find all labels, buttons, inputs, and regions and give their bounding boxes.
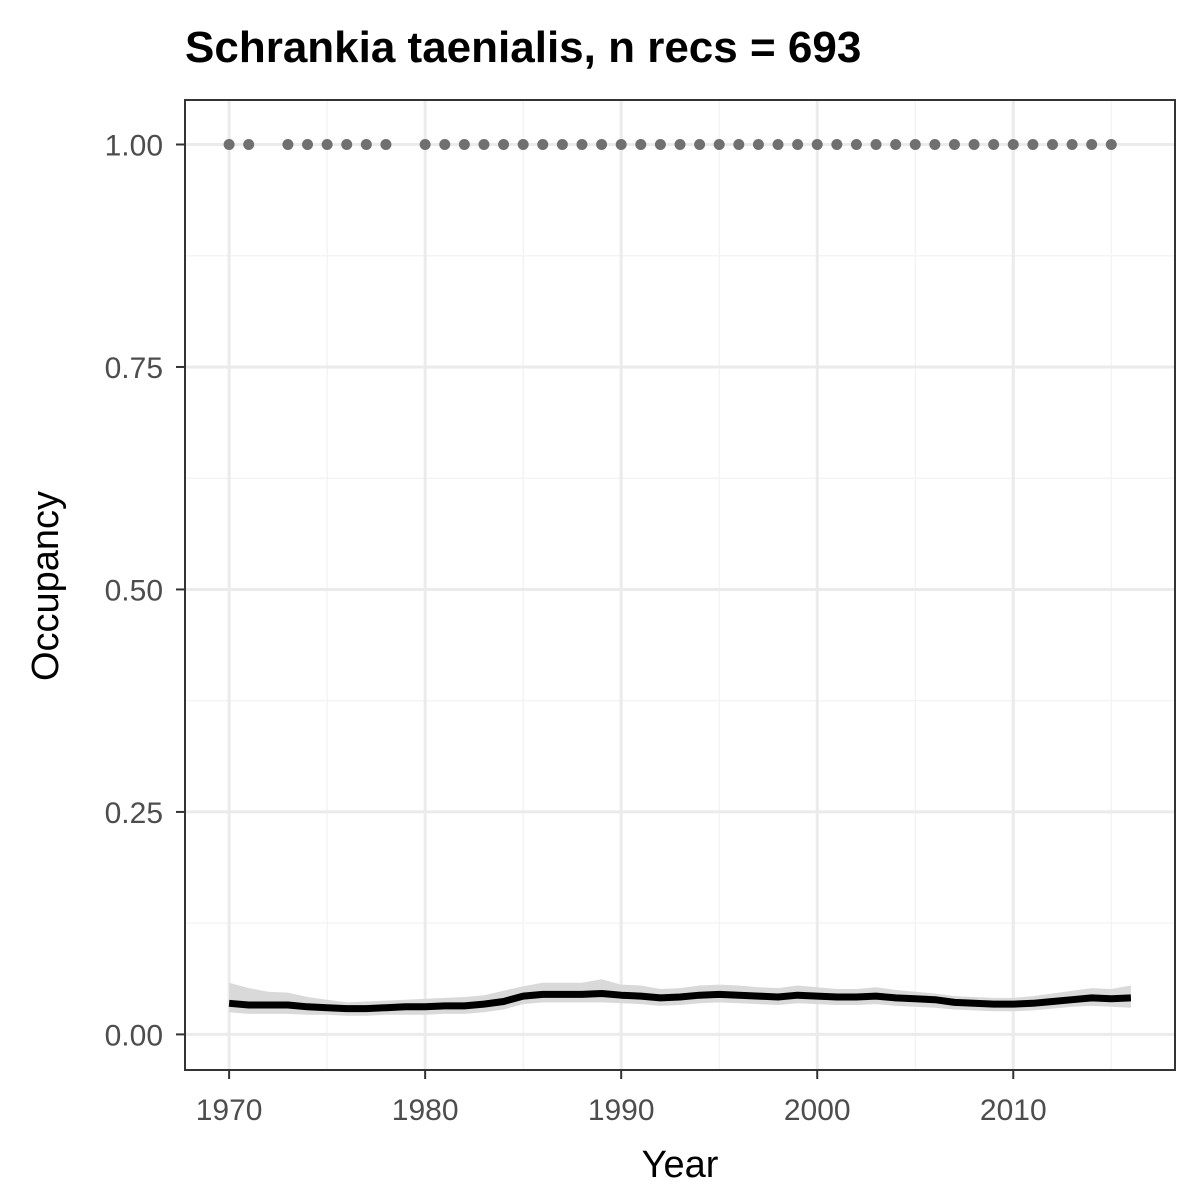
x-tick-label: 1970 <box>196 1094 263 1127</box>
data-point <box>1027 138 1039 150</box>
data-point <box>282 138 294 150</box>
grid-lines <box>185 100 1175 1070</box>
x-tick-label: 2000 <box>784 1094 851 1127</box>
data-point <box>948 138 960 150</box>
data-point <box>694 138 706 150</box>
y-tick-label: 0.50 <box>105 574 163 607</box>
x-tick-label: 2010 <box>980 1094 1047 1127</box>
data-point <box>674 138 686 150</box>
data-point <box>831 138 843 150</box>
data-point <box>380 138 392 150</box>
data-point <box>321 138 333 150</box>
observed-points <box>223 138 1117 150</box>
data-point <box>713 138 725 150</box>
data-point <box>419 138 431 150</box>
x-axis: 1970 1980 1990 2000 2010 <box>196 1070 1047 1127</box>
y-tick-label: 0.75 <box>105 352 163 385</box>
y-tick-label: 0.25 <box>105 797 163 830</box>
y-axis: 0.00 0.25 0.50 0.75 1.00 <box>105 129 185 1052</box>
data-point <box>302 138 314 150</box>
data-point <box>458 138 470 150</box>
panel-border <box>184 99 1176 1071</box>
data-point <box>596 138 608 150</box>
plot-panel <box>184 99 1176 1071</box>
data-point <box>576 138 588 150</box>
data-point <box>1105 138 1117 150</box>
data-point <box>478 138 490 150</box>
y-tick-label: 0.00 <box>105 1019 163 1052</box>
data-point <box>752 138 764 150</box>
data-point <box>341 138 353 150</box>
data-point <box>654 138 666 150</box>
data-point <box>1086 138 1098 150</box>
x-axis-title: Year <box>642 1144 719 1186</box>
data-point <box>733 138 745 150</box>
data-point <box>929 138 941 150</box>
y-tick-label: 1.00 <box>105 129 163 162</box>
data-point <box>772 138 784 150</box>
data-point <box>439 138 451 150</box>
data-point <box>792 138 804 150</box>
data-point <box>537 138 549 150</box>
data-point <box>243 138 255 150</box>
data-point <box>615 138 627 150</box>
data-point <box>850 138 862 150</box>
data-point <box>988 138 1000 150</box>
data-point <box>909 138 921 150</box>
data-point <box>968 138 980 150</box>
occupancy-trend-line <box>228 990 1132 1013</box>
data-point <box>635 138 647 150</box>
occupancy-line <box>228 990 1132 1013</box>
data-point <box>1046 138 1058 150</box>
x-tick-label: 1980 <box>392 1094 459 1127</box>
data-point <box>498 138 510 150</box>
data-point <box>811 138 823 150</box>
data-point <box>890 138 902 150</box>
y-axis-title: Occupancy <box>25 491 67 681</box>
data-point <box>1007 138 1019 150</box>
data-point <box>870 138 882 150</box>
data-point <box>556 138 568 150</box>
chart-title: Schrankia taenialis, n recs = 693 <box>185 23 861 72</box>
data-point <box>360 138 372 150</box>
data-point <box>1066 138 1078 150</box>
x-tick-label: 1990 <box>588 1094 655 1127</box>
data-point <box>223 138 235 150</box>
data-point <box>517 138 529 150</box>
